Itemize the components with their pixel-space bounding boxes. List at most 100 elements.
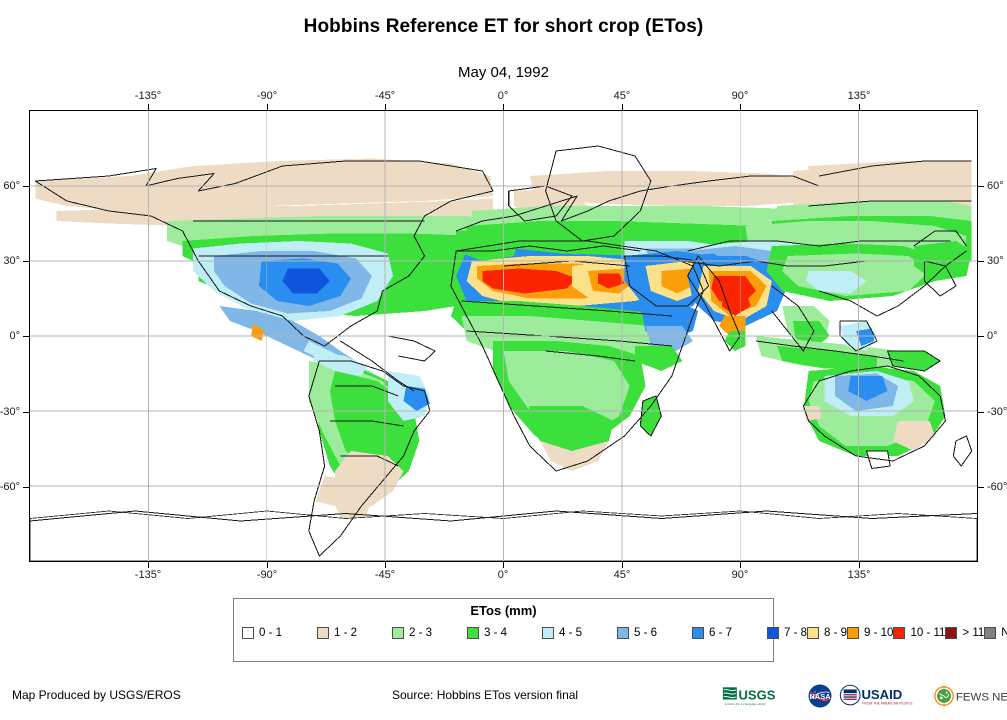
- legend-label: 8 - 9: [824, 626, 848, 639]
- legend-label: 1 - 2: [334, 626, 358, 639]
- y-axis-label-left: 0°: [9, 330, 20, 342]
- legend-label: 9 - 10: [864, 626, 894, 639]
- x-axis-label-bottom: 0°: [497, 569, 509, 581]
- legend-item: 2 - 3: [392, 626, 467, 639]
- x-tick-top: [267, 104, 268, 110]
- x-tick-top: [622, 104, 623, 110]
- legend-swatch: [692, 626, 704, 639]
- map-graticule: [30, 111, 977, 561]
- y-tick-right: [978, 412, 984, 413]
- y-tick-right: [978, 336, 984, 337]
- y-axis-label-left: 60°: [3, 180, 20, 192]
- y-axis-label-right: -60°: [987, 481, 1007, 493]
- legend-swatch: [893, 626, 906, 639]
- legend-swatch: [467, 626, 479, 639]
- x-tick-bottom: [740, 562, 741, 568]
- y-tick-left: [23, 487, 29, 488]
- partner-logos: USGS science for a changing world NASA U…: [722, 682, 1007, 710]
- x-axis-label-top: -135°: [134, 90, 162, 102]
- legend-swatch: [317, 626, 329, 639]
- region-asia: [624, 161, 972, 371]
- y-axis-label-left: 30°: [3, 255, 20, 267]
- legend-label: 5 - 6: [634, 626, 658, 639]
- x-axis-label-bottom: -135°: [134, 569, 162, 581]
- x-tick-bottom: [385, 562, 386, 568]
- y-tick-left: [23, 412, 29, 413]
- fewsnet-logo: FEWS NET: [934, 685, 1007, 707]
- usgs-logo: USGS science for a changing world: [722, 687, 776, 706]
- legend-label: 2 - 3: [409, 626, 433, 639]
- x-axis-label-top: 0°: [497, 90, 509, 102]
- x-tick-top: [859, 104, 860, 110]
- legend-label: > 11: [962, 626, 985, 639]
- map-date-subtitle: May 04, 1992: [458, 64, 549, 81]
- nasa-logo: NASA: [808, 684, 832, 708]
- legend-item: 10 - 11: [893, 626, 945, 639]
- y-axis-label-right: -30°: [987, 406, 1007, 418]
- page-title: Hobbins Reference ET for short crop (ETo…: [303, 16, 704, 37]
- world-map[interactable]: [30, 111, 977, 561]
- coastlines-and-borders: [30, 145, 977, 557]
- legend-items: 0 - 1 1 - 2 2 - 3 3 - 4 4 - 5 5 - 6 6 - 7 7 - 8…: [242, 624, 1007, 641]
- legend-swatch: [617, 626, 629, 639]
- x-axis-label-bottom: -90°: [256, 569, 278, 581]
- map-legend: ETos (mm) 0 - 1 1 - 2 2 - 3 3 - 4 4 - 5 5 - 6…: [233, 598, 1007, 662]
- y-axis-label-right: 60°: [987, 180, 1004, 192]
- y-tick-left: [23, 336, 29, 337]
- legend-swatch: [945, 626, 958, 639]
- x-axis-label-top: 135°: [847, 90, 871, 102]
- legend-swatch: [984, 626, 997, 639]
- x-tick-bottom: [622, 562, 623, 568]
- legend-title: ETos (mm): [470, 603, 537, 618]
- x-tick-top: [503, 104, 504, 110]
- legend-item: 7 - 8: [767, 626, 808, 639]
- x-axis-label-top: -90°: [256, 90, 278, 102]
- x-tick-top: [385, 104, 386, 110]
- y-tick-left: [23, 186, 29, 187]
- legend-label: 6 - 7: [709, 626, 733, 639]
- x-tick-bottom: [503, 562, 504, 568]
- svg-text:science for a changing world: science for a changing world: [725, 702, 766, 706]
- x-tick-top: [740, 104, 741, 110]
- legend-swatch: [542, 626, 554, 639]
- legend-swatch: [847, 626, 860, 639]
- svg-text:FEWS NET: FEWS NET: [956, 692, 1007, 704]
- legend-swatch: [242, 626, 254, 639]
- legend-item: 1 - 2: [317, 626, 392, 639]
- x-axis-label-bottom: 135°: [847, 569, 871, 581]
- y-axis-label-right: 30°: [987, 255, 1004, 267]
- footer-produced-by: Map Produced by USGS/EROS: [12, 688, 181, 702]
- x-axis-label-bottom: -45°: [374, 569, 396, 581]
- x-axis-label-top: 45°: [613, 90, 631, 102]
- x-axis-label-bottom: 45°: [613, 569, 631, 581]
- y-axis-label-left: -60°: [0, 481, 20, 493]
- legend-item: 6 - 7: [692, 626, 767, 639]
- legend-swatch: [392, 626, 404, 639]
- legend-item: 0 - 1: [242, 626, 317, 639]
- svg-text:NASA: NASA: [809, 692, 831, 701]
- x-axis-label-top: 90°: [731, 90, 749, 102]
- x-axis-label-bottom: 90°: [731, 569, 749, 581]
- footer-source: Source: Hobbins ETos version final: [392, 688, 579, 702]
- svg-text:USGS: USGS: [739, 687, 776, 702]
- legend-item: 3 - 4: [467, 626, 542, 639]
- region-south-america: [306, 351, 430, 556]
- x-axis-label-top: -45°: [374, 90, 396, 102]
- y-tick-right: [978, 487, 984, 488]
- x-tick-bottom: [267, 562, 268, 568]
- map-plot-area[interactable]: [29, 110, 978, 562]
- y-tick-right: [978, 261, 984, 262]
- legend-label: 7 - 8: [784, 626, 808, 639]
- y-axis-label-right: 0°: [987, 330, 998, 342]
- y-tick-left: [23, 261, 29, 262]
- legend-label: 4 - 5: [559, 626, 583, 639]
- y-tick-right: [978, 186, 984, 187]
- legend-item: No Data: [984, 626, 1007, 639]
- svg-text:FROM THE AMERICAN PEOPLE: FROM THE AMERICAN PEOPLE: [862, 701, 913, 705]
- legend-item: > 11: [945, 626, 985, 639]
- legend-swatch: [767, 626, 779, 639]
- x-tick-bottom: [148, 562, 149, 568]
- legend-item: 8 - 9: [807, 626, 848, 639]
- legend-item: 5 - 6: [617, 626, 692, 639]
- svg-text:USAID: USAID: [861, 687, 902, 702]
